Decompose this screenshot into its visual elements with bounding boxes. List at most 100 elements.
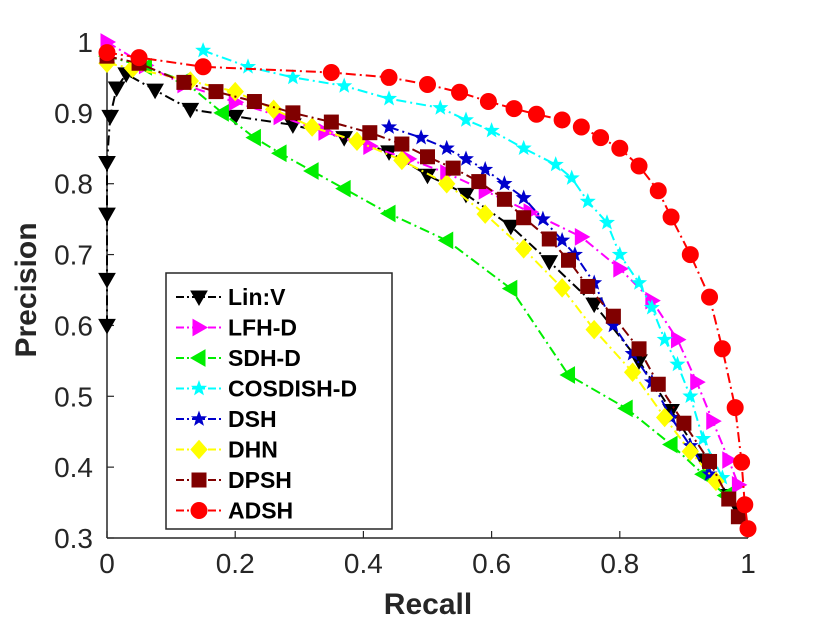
data-point [420, 149, 435, 165]
data-point [323, 114, 339, 130]
data-point [623, 362, 642, 382]
y-tick-label: 1 [77, 27, 93, 58]
data-point [649, 182, 667, 200]
data-point [554, 231, 571, 248]
x-tick-label: 0.6 [472, 548, 511, 579]
series-line [106, 55, 727, 497]
y-tick-label: 0.8 [54, 169, 93, 200]
legend-label: DSH [228, 406, 277, 432]
data-point [380, 204, 396, 223]
data-point [335, 179, 351, 198]
data-point [713, 340, 731, 358]
legend-entry: COSDISH-D [176, 376, 357, 402]
y-tick-label: 0.5 [54, 381, 93, 412]
legend-label: COSDISH-D [228, 376, 357, 402]
data-point [483, 122, 500, 138]
x-tick-label: 0 [99, 548, 115, 579]
axes: 0 0.2 0.4 0.6 0.8 1 0.3 0.4 0.5 0.6 0.7 0.8 0.9 1 [54, 27, 756, 579]
y-tick-label: 0.6 [54, 310, 93, 341]
legend-label: SDH-D [228, 345, 301, 371]
x-axis-label: Recall [384, 588, 472, 621]
data-point [534, 210, 551, 226]
data-point [515, 139, 532, 156]
data-point [559, 366, 576, 384]
legend-label: DHN [228, 437, 278, 463]
data-point [527, 105, 545, 123]
data-point [631, 341, 647, 357]
data-point [451, 83, 469, 101]
data-point [563, 169, 580, 185]
data-point [501, 219, 520, 236]
data-point [592, 129, 610, 147]
data-point [393, 150, 411, 171]
data-point [515, 189, 532, 205]
data-point [285, 105, 301, 121]
x-tick-label: 1 [740, 548, 756, 579]
data-point [101, 109, 120, 126]
legend-entry: SDH-D [176, 345, 301, 371]
data-point [733, 453, 751, 471]
data-point [617, 399, 633, 418]
data-point [208, 84, 224, 100]
data-point [419, 76, 436, 94]
data-point [303, 162, 319, 180]
legend-marker [192, 318, 209, 337]
data-point [547, 156, 564, 172]
data-point [561, 252, 577, 268]
data-point [731, 475, 748, 494]
legend-entry: DPSH [176, 467, 292, 493]
data-point [98, 44, 116, 62]
data-point [598, 214, 615, 230]
x-tick-label: 0.8 [600, 548, 639, 579]
data-point [585, 297, 604, 314]
data-point [690, 373, 706, 391]
legend-label: LFH-D [228, 315, 297, 341]
data-point [676, 415, 692, 431]
data-point [213, 103, 229, 122]
data-point [695, 430, 712, 446]
data-point [477, 161, 494, 177]
data-point [541, 231, 557, 247]
legend-marker [189, 349, 206, 367]
data-point [336, 77, 353, 93]
data-point [630, 157, 648, 175]
data-point [195, 42, 212, 58]
y-tick-label: 0.4 [54, 452, 93, 483]
data-point [605, 308, 621, 324]
data-point [501, 279, 518, 298]
data-point [516, 210, 532, 226]
data-point [194, 58, 212, 76]
legend-marker [190, 410, 208, 426]
legend-label: ADSH [228, 498, 293, 524]
y-tick-label: 0.9 [54, 98, 93, 129]
data-point [681, 441, 699, 462]
legend-marker [190, 439, 208, 460]
data-point [381, 90, 398, 106]
data-point [585, 319, 603, 340]
data-point [702, 453, 718, 469]
data-point [722, 451, 738, 469]
data-point [181, 102, 200, 119]
data-point [505, 100, 523, 118]
legend-marker [190, 290, 208, 307]
data-point [611, 246, 628, 262]
y-tick-label: 0.3 [54, 523, 93, 554]
legend-entry: LFH-D [176, 315, 297, 341]
data-point [445, 160, 461, 176]
y-tick-label: 0.7 [54, 240, 93, 271]
data-point [662, 435, 678, 454]
data-point [613, 259, 629, 278]
data-point [437, 231, 454, 250]
data-point [363, 137, 379, 156]
data-point [670, 330, 687, 349]
data-point [240, 58, 257, 74]
series-adsh [98, 44, 757, 538]
data-point [107, 81, 126, 98]
series-layer [97, 33, 757, 538]
data-point [394, 136, 410, 152]
data-point [736, 496, 754, 514]
legend-label: Lin:V [228, 284, 286, 310]
data-point [553, 111, 571, 129]
legend-entry: Lin:V [176, 284, 286, 310]
